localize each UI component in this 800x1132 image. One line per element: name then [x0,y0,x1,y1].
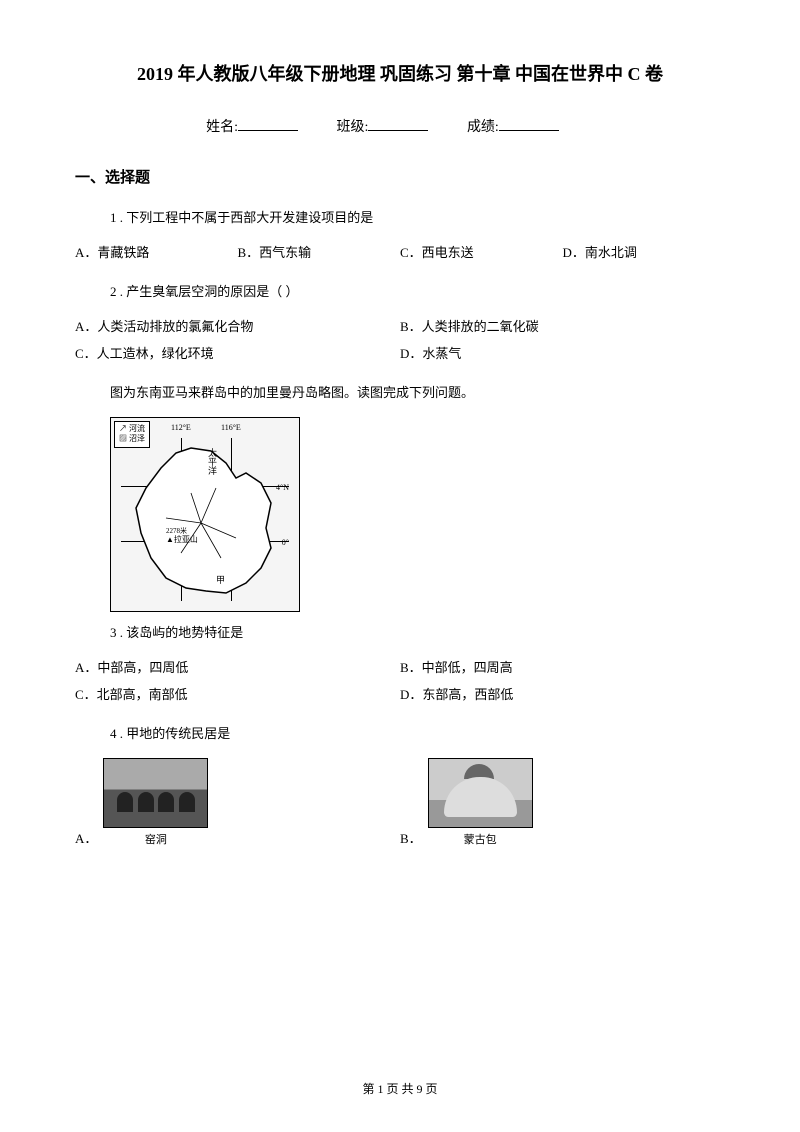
question-1-options: A．青藏铁路 B．西气东输 C．西电东送 D．南水北调 [75,242,725,261]
question-3: 3 . 该岛屿的地势特征是 [75,622,725,641]
q1-option-d: D．南水北调 [563,242,726,261]
q4-b-photo-box: 蒙古包 [428,758,533,847]
q4-a-prefix: A． [75,828,97,847]
point-jia: 甲 [216,573,225,586]
latitude-0: 0° [282,538,289,547]
question-4-options: A． 窑洞 B． 蒙古包 [75,758,725,847]
student-info-line: 姓名: 班级: 成绩: [75,116,725,136]
mountain-label: ▲拉亚山 [166,534,198,545]
question-3-options-row2: C．北部高，南部低 D．东部高，西部低 [75,684,725,703]
score-label: 成绩: [467,120,499,135]
legend-river: ↗ 河流 [119,424,145,434]
q4-b-prefix: B． [400,828,422,847]
q1-option-b: B．西气东输 [238,242,401,261]
q2-option-c: C．人工造林，绿化环境 [75,343,400,362]
sea-label: 太平洋 [206,448,219,475]
question-3-options-row1: A．中部高，四周低 B．中部低，四周高 [75,657,725,676]
class-blank [368,130,428,131]
map-figure: ↗ 河流 ▨ 沼泽 112°E 116°E 4°N 0° 太平洋 2278米 ▲… [110,417,300,612]
yurt-body-icon [444,777,517,817]
q4-a-photo-box: 窑洞 [103,758,208,847]
q3-option-c: C．北部高，南部低 [75,684,400,703]
q4-option-a: A． 窑洞 [75,758,400,847]
q3-option-a: A．中部高，四周低 [75,657,400,676]
longitude-116: 116°E [221,423,241,432]
question-4: 4 . 甲地的传统民居是 [75,723,725,742]
cave-dwelling-image [103,758,208,828]
yurt-image [428,758,533,828]
section-header: 一、选择题 [75,166,725,187]
q3-option-d: D．东部高，西部低 [400,684,725,703]
q2-option-b: B．人类排放的二氧化碳 [400,316,725,335]
q4-option-b: B． 蒙古包 [400,758,725,847]
question-2: 2 . 产生臭氧层空洞的原因是（ ） [75,281,725,300]
q4-b-label: 蒙古包 [428,831,533,847]
cave-arches-icon [114,792,197,817]
longitude-112: 112°E [171,423,191,432]
q1-option-c: C．西电东送 [400,242,563,261]
map-intro: 图为东南亚马来群岛中的加里曼丹岛略图。读图完成下列问题。 [75,382,725,401]
q2-option-d: D．水蒸气 [400,343,725,362]
class-label: 班级: [337,120,369,135]
question-2-options-row2: C．人工造林，绿化环境 D．水蒸气 [75,343,725,362]
q4-a-label: 窑洞 [103,831,208,847]
question-1: 1 . 下列工程中不属于西部大开发建设项目的是 [75,207,725,226]
q1-option-a: A．青藏铁路 [75,242,238,261]
q2-option-a: A．人类活动排放的氯氟化合物 [75,316,400,335]
document-title: 2019 年人教版八年级下册地理 巩固练习 第十章 中国在世界中 C 卷 [75,60,725,86]
name-label: 姓名: [206,120,238,135]
score-blank [499,130,559,131]
name-blank [238,130,298,131]
question-2-options-row1: A．人类活动排放的氯氟化合物 B．人类排放的二氧化碳 [75,316,725,335]
q3-option-b: B．中部低，四周高 [400,657,725,676]
page-footer: 第 1 页 共 9 页 [0,1080,800,1097]
